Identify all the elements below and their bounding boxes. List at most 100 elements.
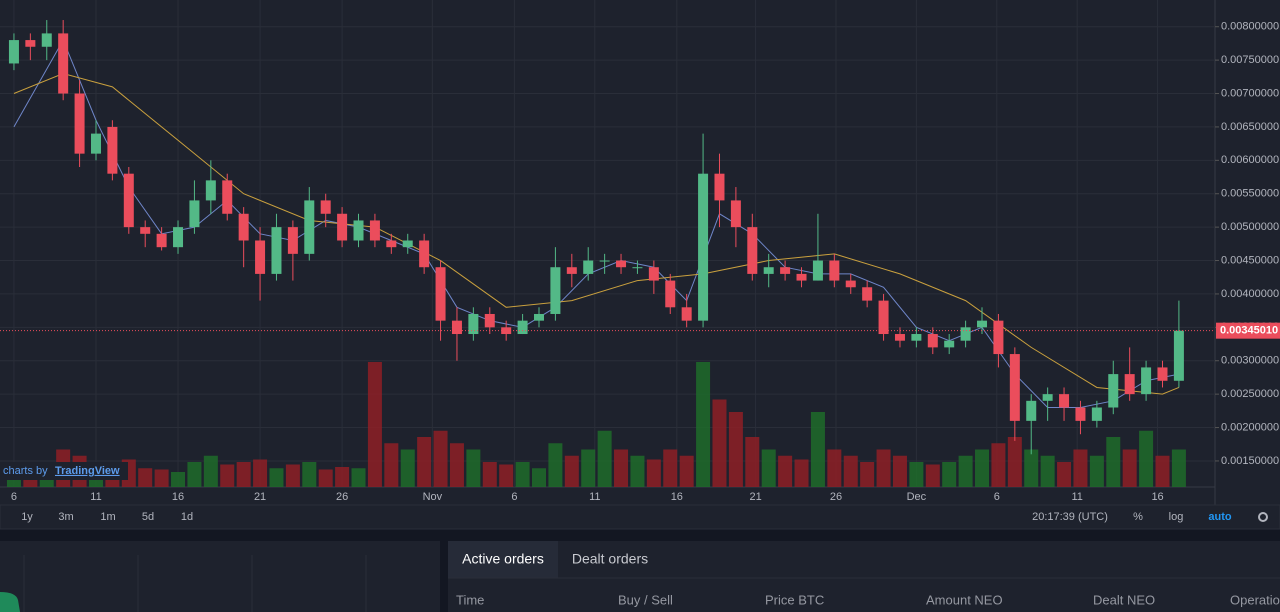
candle-body xyxy=(1075,407,1086,421)
percent-button[interactable]: % xyxy=(1133,511,1143,523)
candle-body xyxy=(960,327,971,341)
candle-body xyxy=(287,227,298,254)
candle-body xyxy=(484,313,495,328)
volume-bar xyxy=(925,464,940,487)
candle-body xyxy=(25,40,36,47)
volume-bar xyxy=(1106,437,1121,487)
candle-body xyxy=(911,334,922,341)
volume-bar xyxy=(860,462,875,487)
y-tick-label: 0.00250000 xyxy=(1221,388,1279,400)
volume-bar xyxy=(778,455,793,487)
range-button[interactable]: 3m xyxy=(58,511,73,523)
orders-tab[interactable]: Dealt orders xyxy=(572,551,648,567)
volume-bar xyxy=(975,449,990,487)
candle-body xyxy=(944,340,955,348)
candle-body xyxy=(1026,400,1037,421)
x-tick-label: 21 xyxy=(749,491,761,503)
x-tick-label: 26 xyxy=(336,491,348,503)
candle-body xyxy=(829,260,840,281)
candle-body xyxy=(763,267,774,274)
volume-bar xyxy=(696,362,711,487)
volume-bar xyxy=(1155,455,1170,487)
x-tick-label: 11 xyxy=(589,491,600,503)
volume-bar xyxy=(958,455,973,487)
volume-bar xyxy=(384,443,399,487)
candle-body xyxy=(271,227,282,274)
candle-body xyxy=(1108,374,1119,408)
candle-body xyxy=(386,240,397,248)
column-header[interactable]: Amount NEO xyxy=(926,592,1003,607)
candle-body xyxy=(255,240,266,274)
range-button[interactable]: 1d xyxy=(181,511,193,523)
candle-body xyxy=(812,260,823,281)
y-tick-label: 0.00200000 xyxy=(1221,421,1279,433)
volume-bar xyxy=(285,464,300,487)
volume-bar xyxy=(679,455,694,487)
candle-body xyxy=(845,280,856,288)
volume-bar xyxy=(138,468,153,487)
candle-body xyxy=(533,313,544,321)
candle-body xyxy=(566,267,577,274)
watermark-link[interactable]: TradingView xyxy=(55,465,120,477)
candle-body xyxy=(58,33,69,94)
clock: 20:17:39 (UTC) xyxy=(1032,511,1108,523)
orders-panel xyxy=(448,541,1280,612)
y-tick-label: 0.00500000 xyxy=(1221,221,1279,233)
candle-body xyxy=(1059,394,1070,408)
y-tick-label: 0.00300000 xyxy=(1221,355,1279,367)
candle-body xyxy=(730,200,741,228)
settings-icon[interactable] xyxy=(1258,512,1268,522)
log-button[interactable]: log xyxy=(1169,511,1184,523)
candle-body xyxy=(189,200,200,228)
candle-body xyxy=(894,334,905,341)
x-tick-label: 6 xyxy=(11,491,17,503)
column-header[interactable]: Dealt NEO xyxy=(1093,592,1155,607)
y-tick-label: 0.00800000 xyxy=(1221,21,1279,33)
volume-bar xyxy=(1073,449,1088,487)
volume-bar xyxy=(761,449,776,487)
candle-body xyxy=(90,133,101,154)
y-tick-label: 0.00600000 xyxy=(1221,154,1279,166)
range-button[interactable]: 1y xyxy=(21,511,33,523)
candle-body xyxy=(205,180,216,201)
volume-bar xyxy=(745,437,760,487)
x-axis-bg xyxy=(0,487,1280,505)
volume-bar xyxy=(892,455,907,487)
candle-body xyxy=(451,320,462,335)
volume-bar xyxy=(269,468,284,487)
orders-tab[interactable]: Active orders xyxy=(462,551,544,567)
candle-body xyxy=(1091,407,1102,421)
candle-body xyxy=(8,40,19,64)
volume-bar xyxy=(1057,462,1072,487)
volume-bar xyxy=(1007,437,1022,487)
depth-panel xyxy=(0,541,440,612)
range-button[interactable]: 1m xyxy=(100,511,115,523)
column-header[interactable]: Price BTC xyxy=(765,592,824,607)
watermark: charts by xyxy=(3,465,48,477)
volume-bar xyxy=(843,455,858,487)
column-header[interactable]: Buy / Sell xyxy=(618,592,673,607)
volume-bar xyxy=(220,464,235,487)
range-button[interactable]: 5d xyxy=(142,511,154,523)
last-price-box xyxy=(1216,322,1280,339)
candle-body xyxy=(304,200,315,254)
volume-bar xyxy=(876,449,891,487)
column-header[interactable]: Operation xyxy=(1230,592,1280,607)
candle-body xyxy=(665,280,676,308)
candle-body xyxy=(468,313,479,335)
volume-bar xyxy=(171,472,186,487)
candle-body xyxy=(74,93,85,154)
candle-body xyxy=(1009,354,1020,421)
y-tick-label: 0.00750000 xyxy=(1221,54,1279,66)
volume-bar xyxy=(564,455,579,487)
volume-bar xyxy=(728,412,743,487)
candle-body xyxy=(1124,374,1135,395)
candle-body xyxy=(977,320,988,328)
column-header[interactable]: Time xyxy=(456,592,484,607)
x-tick-label: Nov xyxy=(423,491,443,503)
auto-button[interactable]: auto xyxy=(1208,511,1232,523)
candle-body xyxy=(369,220,380,241)
candle-body xyxy=(714,173,725,201)
